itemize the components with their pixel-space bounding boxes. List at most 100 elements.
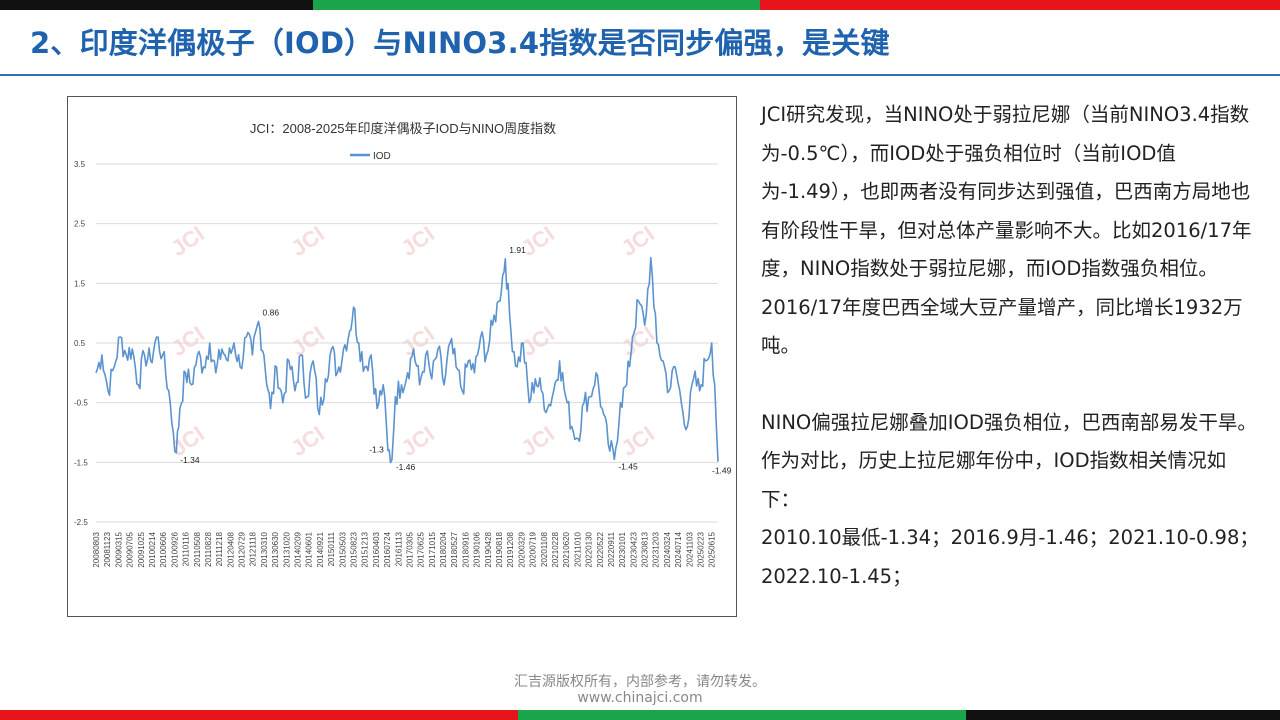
x-tick-label: 20220522 xyxy=(596,531,605,567)
y-tick-label: 0.5 xyxy=(74,339,86,348)
data-label: 1.91 xyxy=(509,245,526,255)
y-tick-label: -2.5 xyxy=(74,518,88,527)
stripe-green xyxy=(313,0,760,10)
x-tick-label: 20150111 xyxy=(327,531,336,566)
x-tick-label: 20091025 xyxy=(137,531,146,567)
x-axis: 20080803 20081123 20090315 20090705 20091025… xyxy=(92,531,717,567)
chart-title: JCI：2008-2025年印度洋偶极子IOD与NINO周度指数 xyxy=(250,121,556,136)
x-tick-label: 20180916 xyxy=(461,531,470,567)
x-tick-label: 20210228 xyxy=(551,531,560,567)
bottom-color-stripe xyxy=(0,710,1280,720)
x-tick-label: 20250223 xyxy=(697,531,706,567)
x-tick-label: 20140921 xyxy=(316,531,325,567)
data-label: -1.45 xyxy=(618,461,638,471)
chart-svg: JCI JCI JCI JCI JCI JCI JCI JCI JCI JCI JCI JCI JCI J… xyxy=(74,121,732,568)
y-axis: 3.5 2.5 1.5 0.5 -0.5 -1.5 -2.5 xyxy=(74,160,88,527)
watermark-text: JCI xyxy=(617,421,659,461)
x-tick-label: 20110828 xyxy=(204,531,213,567)
y-tick-label: 2.5 xyxy=(74,220,86,229)
x-tick-label: 20230423 xyxy=(629,531,638,567)
watermark-text: JCI xyxy=(397,221,439,261)
x-tick-label: 20080803 xyxy=(92,531,101,567)
x-tick-label: 20140601 xyxy=(305,531,314,567)
top-color-stripe xyxy=(0,0,1280,10)
x-tick-label: 20190818 xyxy=(495,531,504,567)
copyright-notice: 汇吉源版权所有，内部参考，请勿转发。 xyxy=(514,674,766,690)
x-tick-label: 20241103 xyxy=(685,531,694,567)
x-tick-label: 20230101 xyxy=(618,531,627,567)
watermark-text: JCI xyxy=(617,221,659,261)
stripe-red xyxy=(0,710,518,720)
watermark-text: JCI xyxy=(397,321,439,361)
analysis-text-panel: JCI研究发现，当NINO处于弱拉尼娜（当前NINO3.4指数为-0.5℃），而… xyxy=(761,96,1261,596)
analysis-paragraph-3: 2010.10最低-1.34；2016.9月-1.46；2021.10-0.98… xyxy=(761,526,1259,588)
legend-label-iod: IOD xyxy=(373,151,391,162)
x-tick-label: 20140209 xyxy=(294,531,303,567)
x-tick-label: 20190106 xyxy=(473,531,482,567)
x-tick-label: 20111218 xyxy=(215,531,224,566)
watermark-text: JCI xyxy=(167,321,209,361)
chart-grid xyxy=(96,163,718,523)
data-label: 0.86 xyxy=(263,308,280,318)
analysis-paragraph-2: NINO偏强拉尼娜叠加IOD强负相位，巴西南部易发干旱。作为对比，历史上拉尼娜年… xyxy=(761,410,1257,511)
watermark-text: JCI xyxy=(287,421,329,461)
annotation-layer: -1.34 0.86 -1.3 -1.46 1.91 -1.45 -1.49 xyxy=(180,245,731,476)
chart-legend: IOD xyxy=(350,151,391,162)
website-link[interactable]: www.chinajci.com xyxy=(577,690,703,706)
x-tick-label: 20131020 xyxy=(282,531,291,567)
x-tick-label: 20220911 xyxy=(607,531,616,567)
x-tick-label: 20120729 xyxy=(238,531,247,567)
x-tick-label: 20100926 xyxy=(170,531,179,567)
x-tick-label: 20160403 xyxy=(372,531,381,567)
x-tick-label: 20090705 xyxy=(126,531,135,567)
x-tick-label: 20201108 xyxy=(540,531,549,567)
x-tick-label: 20090315 xyxy=(114,531,123,567)
x-tick-label: 20211010 xyxy=(573,531,582,567)
x-tick-label: 20100606 xyxy=(159,531,168,567)
stripe-black xyxy=(966,710,1280,720)
watermark-text: JCI xyxy=(617,321,659,361)
x-tick-label: 20250615 xyxy=(708,531,717,567)
x-tick-label: 20170305 xyxy=(405,531,414,567)
slide-title: 2、印度洋偶极子（IOD）与NINO3.4指数是否同步偏强，是关键 xyxy=(30,26,890,60)
title-underline xyxy=(0,74,1280,76)
x-tick-label: 20110116 xyxy=(182,531,191,566)
stripe-red xyxy=(760,0,1280,10)
x-tick-label: 20110508 xyxy=(193,531,202,567)
watermark-text: JCI xyxy=(397,421,439,461)
x-tick-label: 20160724 xyxy=(383,531,392,567)
x-tick-label: 20200329 xyxy=(517,531,526,567)
data-label: -1.3 xyxy=(369,444,384,454)
x-tick-label: 20120408 xyxy=(226,531,235,567)
x-tick-label: 20191208 xyxy=(506,531,515,567)
x-tick-label: 20170625 xyxy=(417,531,426,567)
x-tick-label: 20081123 xyxy=(103,531,112,567)
x-tick-label: 20100214 xyxy=(148,531,157,567)
x-tick-label: 20150823 xyxy=(349,531,358,567)
x-tick-label: 20130310 xyxy=(260,531,269,567)
watermark-text: JCI xyxy=(517,321,559,361)
x-tick-label: 20230813 xyxy=(641,531,650,567)
watermark-text: JCI xyxy=(287,221,329,261)
x-tick-label: 20240714 xyxy=(674,531,683,567)
y-tick-label: -1.5 xyxy=(74,458,88,467)
paragraph-spacer xyxy=(761,366,1261,404)
x-tick-label: 20161113 xyxy=(394,531,403,566)
y-tick-label: 3.5 xyxy=(74,160,86,169)
watermark-text: JCI xyxy=(167,221,209,261)
data-label: -1.46 xyxy=(396,462,416,472)
x-tick-label: 20231203 xyxy=(652,531,661,567)
x-tick-label: 20150503 xyxy=(338,531,347,567)
analysis-paragraph-1: JCI研究发现，当NINO处于弱拉尼娜（当前NINO3.4指数为-0.5℃），而… xyxy=(761,103,1252,357)
x-tick-label: 20130630 xyxy=(271,531,280,567)
x-tick-label: 20171015 xyxy=(428,531,437,567)
y-tick-label: -0.5 xyxy=(74,399,88,408)
x-tick-label: 20180204 xyxy=(439,531,448,567)
series-line-iod xyxy=(95,256,719,464)
x-tick-label: 20240324 xyxy=(663,531,672,567)
watermark-text: JCI xyxy=(287,321,329,361)
x-tick-label: 20151213 xyxy=(361,531,370,567)
x-tick-label: 20200719 xyxy=(529,531,538,567)
x-tick-label: 20180527 xyxy=(450,531,459,567)
watermark-text: JCI xyxy=(517,421,559,461)
